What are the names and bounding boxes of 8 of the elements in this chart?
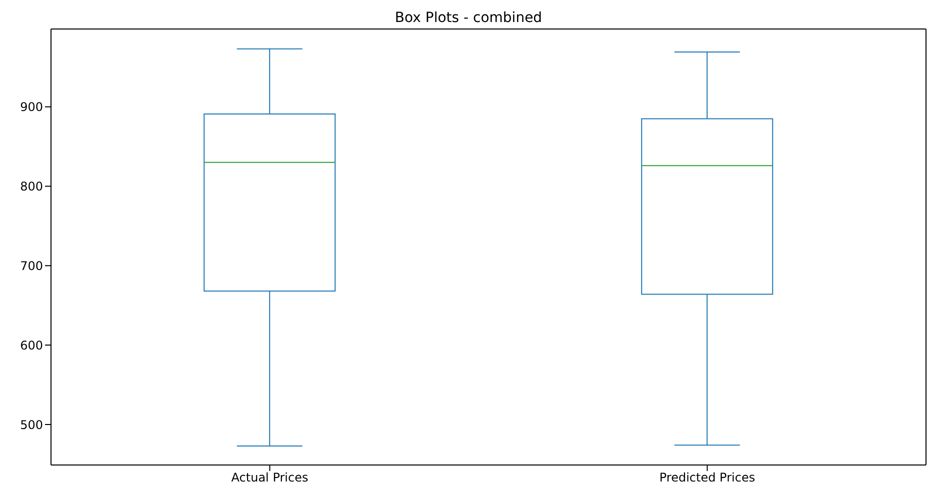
y-tick-label: 800 xyxy=(20,180,43,194)
x-tick-label: Predicted Prices xyxy=(659,470,756,485)
y-tick-label: 600 xyxy=(20,338,43,352)
x-tick-label: Actual Prices xyxy=(231,470,308,485)
y-tick-label: 900 xyxy=(20,100,43,114)
chart-title: Box Plots - combined xyxy=(394,9,544,28)
y-tick-label: 700 xyxy=(20,258,43,273)
y-tick-label: 500 xyxy=(20,418,43,432)
